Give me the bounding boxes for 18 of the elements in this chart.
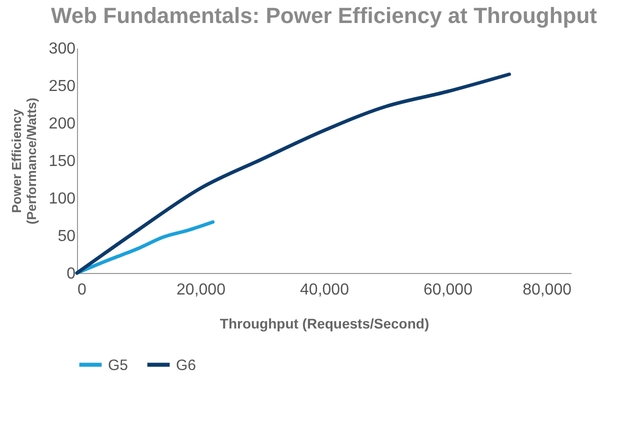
y-tick-label: 150 (48, 153, 76, 170)
y-tick-label: 250 (48, 78, 76, 95)
line-series (75, 72, 511, 275)
x-tick-label: 40,000 (300, 282, 350, 298)
chart-title: Web Fundamentals: Power Efficiency at Throughput (51, 3, 598, 28)
y-axis-title: Power Efficiency (Performance/Watts) (8, 98, 39, 224)
y-tick-label: 200 (48, 116, 76, 132)
x-tick-label: 20,000 (176, 282, 226, 298)
y-tick-label: 50 (58, 228, 76, 245)
y-tick-label: 100 (48, 190, 76, 208)
legend-label: G6 (176, 356, 196, 374)
legend-label: G5 (108, 356, 128, 374)
x-tick-label: 80,000 (522, 282, 572, 298)
y-tick-label: 0 (66, 266, 76, 282)
x-tick-label: 60,000 (424, 282, 473, 298)
x-tick-label: 0 (78, 282, 86, 298)
x-axis-title: Throughput (Requests/Second) (220, 316, 430, 332)
y-tick-label: 300 (48, 40, 76, 58)
